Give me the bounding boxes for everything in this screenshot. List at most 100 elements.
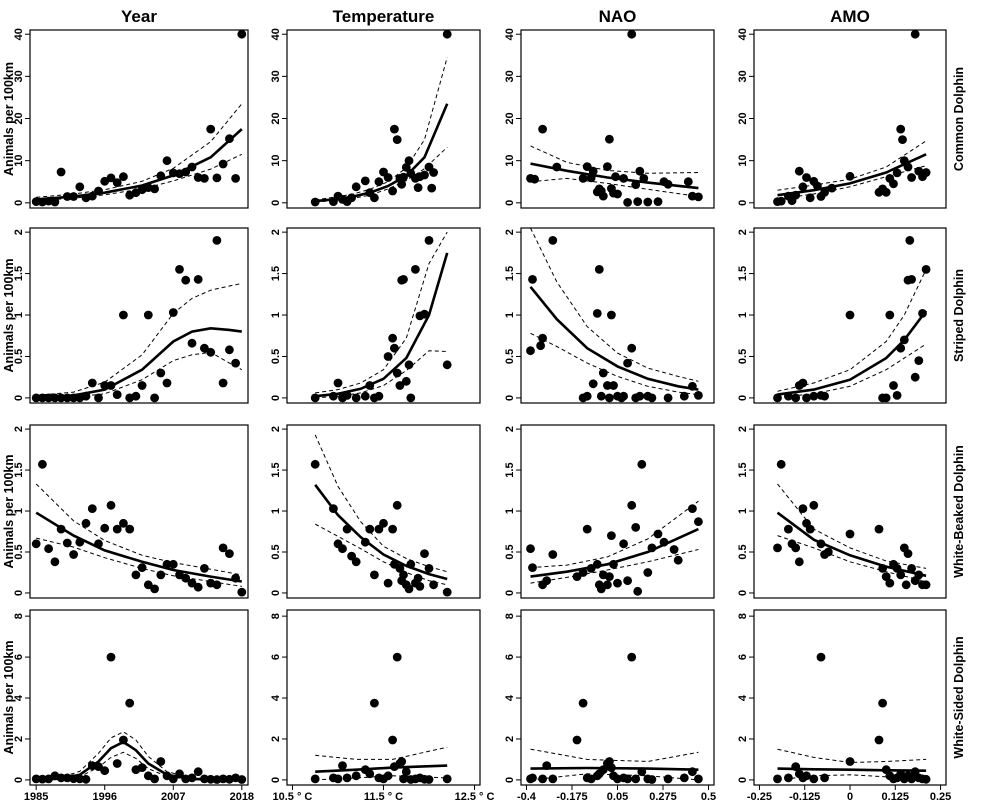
data-point (603, 580, 612, 590)
data-point (388, 333, 397, 343)
data-point (81, 774, 91, 784)
y-tick-label: 1 (504, 508, 516, 514)
data-point (921, 774, 931, 784)
x-tick-label: 0.05 (607, 791, 628, 800)
data-point (162, 156, 172, 166)
panel-white-sided-dolphin-year: 0 2 4 6 8 1985 1996 2007 2018 (13, 609, 254, 800)
y-tick-label: 2 (737, 736, 749, 742)
data-point (688, 767, 697, 777)
data-point (603, 162, 612, 172)
data-point (411, 265, 420, 274)
data-point (538, 333, 547, 343)
y-tick-label: 8 (13, 613, 25, 619)
data-point (802, 173, 811, 182)
upper-confidence-band (530, 228, 699, 382)
data-point (647, 543, 657, 553)
data-point (143, 310, 153, 320)
data-point (162, 559, 172, 569)
data-point (816, 539, 826, 549)
data-point (392, 368, 402, 378)
data-point (193, 275, 203, 284)
data-point (218, 543, 228, 553)
y-tick-label: 1 (737, 312, 749, 318)
x-tick-label: 12.5 ° C (455, 791, 495, 800)
data-point (333, 378, 343, 388)
y-tick-label: 40 (270, 28, 282, 40)
data-point (370, 698, 379, 708)
data-point (395, 381, 405, 390)
data-point (588, 379, 598, 389)
data-point (607, 763, 616, 772)
data-point (200, 564, 209, 573)
data-point (168, 308, 178, 317)
data-point (44, 544, 53, 554)
data-point (694, 391, 703, 400)
data-point (429, 168, 438, 177)
data-point (885, 578, 895, 588)
data-point (528, 563, 537, 572)
data-point (237, 29, 247, 39)
data-point (526, 346, 535, 356)
data-point (582, 391, 592, 401)
data-point (125, 524, 135, 534)
data-point (802, 393, 811, 403)
data-point (56, 773, 66, 783)
data-point (794, 557, 804, 567)
upper-confidence-band (314, 434, 448, 573)
data-point (773, 543, 782, 553)
data-point (802, 771, 811, 781)
data-point (679, 391, 689, 401)
row-title-white-sided-dolphin: White-Sided Dolphin (952, 636, 966, 758)
x-tick-label: 0 (847, 791, 853, 800)
data-point (623, 198, 632, 207)
y-tick-label: 40 (504, 28, 516, 40)
data-point (150, 393, 160, 403)
data-point (605, 572, 614, 581)
data-point (892, 391, 902, 400)
y-tick-label: 0 (270, 777, 282, 783)
data-point (131, 391, 141, 401)
y-tick-label: 6 (504, 654, 516, 660)
data-point (310, 393, 320, 403)
data-point (62, 393, 72, 403)
data-point (143, 580, 153, 590)
data-point (878, 698, 887, 708)
column-title-temperature: Temperature (333, 7, 435, 26)
data-point (156, 171, 166, 181)
y-tick-label: 1.5 (737, 462, 749, 477)
data-point (310, 459, 320, 469)
y-axis-label: Animals per 100km (2, 641, 16, 755)
lower-confidence-band (314, 523, 448, 586)
data-point (94, 186, 103, 196)
panel-common-dolphin-temperature: 0 10 20 30 40 (270, 28, 481, 209)
data-point (586, 173, 596, 183)
y-tick-label: 2 (13, 229, 25, 235)
y-axis-label: Animals per 100km (2, 259, 16, 373)
data-point (56, 167, 66, 177)
data-point (342, 391, 352, 400)
plot-frame (29, 227, 249, 404)
data-point (878, 564, 887, 573)
data-point (588, 166, 598, 176)
data-point (663, 393, 673, 403)
data-point (903, 549, 913, 558)
y-tick-label: 2 (504, 736, 516, 742)
data-point (582, 162, 592, 172)
data-point (784, 391, 793, 401)
data-point (694, 774, 703, 784)
data-point (50, 197, 60, 207)
data-point (538, 124, 547, 134)
y-tick-label: 8 (504, 613, 516, 619)
column-title-nao: NAO (599, 7, 637, 26)
data-point (669, 545, 679, 554)
y-tick-label: 2 (270, 229, 282, 235)
data-point (885, 310, 895, 320)
y-tick-label: 4 (737, 694, 749, 701)
data-point (370, 570, 379, 580)
upper-confidence-band (36, 103, 243, 198)
data-point (175, 265, 184, 274)
data-point (429, 580, 438, 590)
panel-white-beaked-dolphin-amo: 0 0.5 1 1.5 2 (737, 424, 947, 599)
y-tick-label: 0.5 (504, 544, 516, 559)
data-point (816, 652, 826, 662)
